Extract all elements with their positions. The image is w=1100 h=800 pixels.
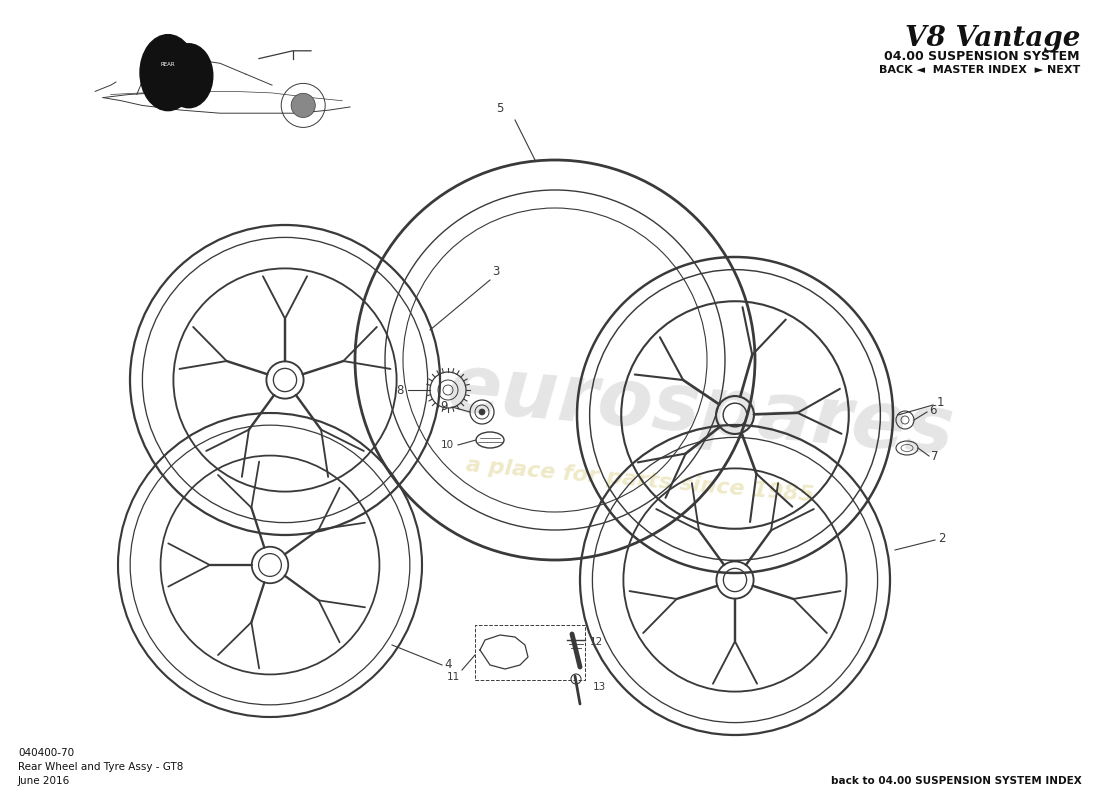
- Text: 7: 7: [931, 450, 938, 463]
- Text: June 2016: June 2016: [18, 776, 70, 786]
- Text: back to 04.00 SUSPENSION SYSTEM INDEX: back to 04.00 SUSPENSION SYSTEM INDEX: [832, 776, 1082, 786]
- Text: 3: 3: [492, 265, 499, 278]
- Text: 13: 13: [593, 682, 606, 692]
- Ellipse shape: [165, 44, 212, 108]
- Circle shape: [478, 409, 485, 415]
- Text: 4: 4: [444, 658, 451, 671]
- Text: Rear Wheel and Tyre Assy - GT8: Rear Wheel and Tyre Assy - GT8: [18, 762, 184, 772]
- Text: 04.00 SUSPENSION SYSTEM: 04.00 SUSPENSION SYSTEM: [884, 50, 1080, 63]
- Text: 1: 1: [937, 397, 945, 410]
- Text: BACK ◄  MASTER INDEX  ► NEXT: BACK ◄ MASTER INDEX ► NEXT: [879, 65, 1080, 75]
- Text: 5: 5: [496, 102, 504, 115]
- Text: 6: 6: [930, 405, 936, 418]
- Text: a place for parts since 1985: a place for parts since 1985: [465, 455, 815, 505]
- Text: REAR: REAR: [161, 62, 175, 67]
- Text: 12: 12: [590, 637, 603, 647]
- Text: 10: 10: [441, 440, 454, 450]
- Text: eurospares: eurospares: [443, 349, 957, 471]
- Ellipse shape: [140, 34, 196, 110]
- Text: 11: 11: [447, 672, 460, 682]
- Ellipse shape: [292, 94, 316, 118]
- Text: 8: 8: [397, 383, 404, 397]
- Text: 2: 2: [938, 531, 946, 545]
- Text: V8 Vantage: V8 Vantage: [904, 25, 1080, 52]
- Text: 040400-70: 040400-70: [18, 748, 74, 758]
- Text: 9: 9: [440, 399, 448, 413]
